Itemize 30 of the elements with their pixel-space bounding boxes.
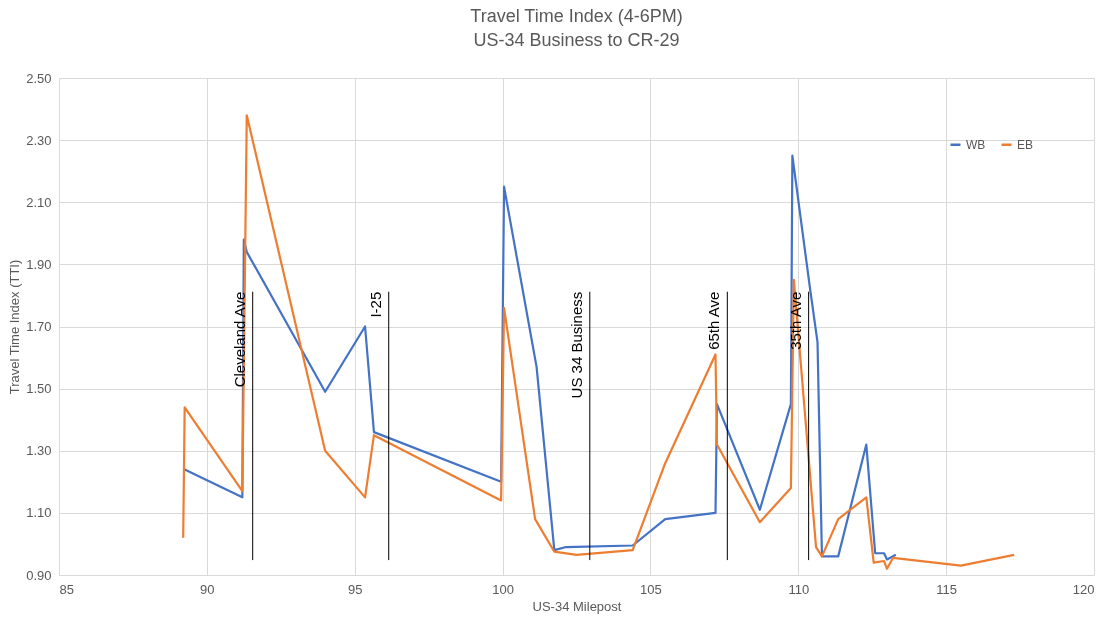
y-tick-label: 1.10 bbox=[26, 505, 52, 521]
ref-line-label: US 34 Business bbox=[567, 291, 585, 399]
y-tick-label: 2.30 bbox=[26, 132, 52, 148]
y-tick-label: 2.10 bbox=[26, 194, 52, 210]
line-series bbox=[182, 114, 1016, 570]
line-series bbox=[183, 154, 897, 561]
y-tick-label: 1.90 bbox=[26, 256, 52, 272]
ref-line-label: Cleveland Ave bbox=[230, 291, 248, 388]
y-tick-label: 2.50 bbox=[26, 70, 52, 86]
y-tick-label: 1.50 bbox=[26, 381, 52, 397]
y-axis-title: Travel Time Index (TTI) bbox=[7, 259, 23, 395]
chart-title: Travel Time Index (4-6PM) bbox=[470, 6, 683, 26]
legend-label: EB bbox=[1017, 137, 1034, 152]
x-tick-label: 85 bbox=[59, 581, 74, 597]
y-tick-label: 1.70 bbox=[26, 319, 52, 334]
x-tick-label: 90 bbox=[200, 581, 215, 597]
x-tick-label: 120 bbox=[1072, 581, 1095, 597]
x-tick-label: 110 bbox=[788, 581, 810, 597]
ref-line-label: 35th Ave bbox=[786, 291, 804, 350]
y-tick-label: 1.30 bbox=[26, 443, 52, 459]
legend-label: WB bbox=[966, 137, 986, 152]
y-tick-label: 0.90 bbox=[26, 567, 52, 583]
x-tick-label: 115 bbox=[936, 581, 958, 597]
x-tick-label: 95 bbox=[347, 581, 363, 597]
x-axis-title: US-34 Milepost bbox=[532, 598, 622, 614]
ref-line-label: I-25 bbox=[366, 291, 384, 318]
ref-line-label: 65th Ave bbox=[705, 291, 723, 350]
x-tick-label: 105 bbox=[640, 581, 662, 597]
chart-subtitle: US-34 Business to CR-29 bbox=[473, 30, 680, 50]
x-tick-label: 100 bbox=[492, 581, 514, 597]
